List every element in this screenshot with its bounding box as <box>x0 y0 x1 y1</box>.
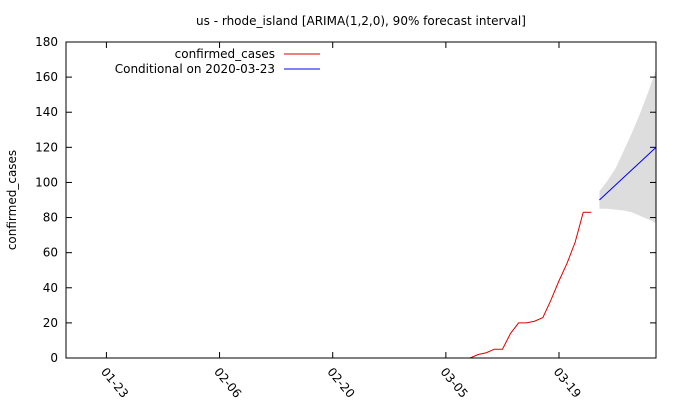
y-axis-label: confirmed_cases <box>5 150 19 250</box>
x-tick-label: 03-19 <box>551 365 584 400</box>
x-tick-label: 02-20 <box>324 365 357 400</box>
y-tick-label: 180 <box>35 35 58 49</box>
forecast-interval-band <box>599 70 656 223</box>
y-tick-label: 140 <box>35 105 58 119</box>
x-axis: 01-23 02-06 02-20 03-05 03-19 <box>98 42 584 400</box>
x-tick-label: 02-06 <box>211 365 244 400</box>
legend-label: Conditional on 2020-03-23 <box>115 62 275 76</box>
y-tick-label: 120 <box>35 140 58 154</box>
y-tick-label: 60 <box>43 246 58 260</box>
series-line-conditional-forecast <box>599 146 657 201</box>
y-tick-label: 160 <box>35 70 58 84</box>
chart-title: us - rhode_island [ARIMA(1,2,0), 90% for… <box>196 14 526 28</box>
forecast-interval-layer <box>599 70 656 223</box>
y-tick-label: 0 <box>50 351 58 365</box>
x-tick-label: 01-23 <box>98 365 131 400</box>
y-axis: 0 20 40 60 80 100 120 140 160 180 <box>35 35 656 365</box>
series-line-confirmed-cases <box>413 212 584 359</box>
y-tick-label: 80 <box>43 211 58 225</box>
legend-label: confirmed_cases <box>175 47 275 61</box>
y-tick-label: 40 <box>43 281 58 295</box>
y-tick-label: 20 <box>43 316 58 330</box>
y-tick-label: 100 <box>35 175 58 189</box>
x-tick-label: 03-05 <box>438 365 471 400</box>
plot-frame <box>65 41 657 359</box>
